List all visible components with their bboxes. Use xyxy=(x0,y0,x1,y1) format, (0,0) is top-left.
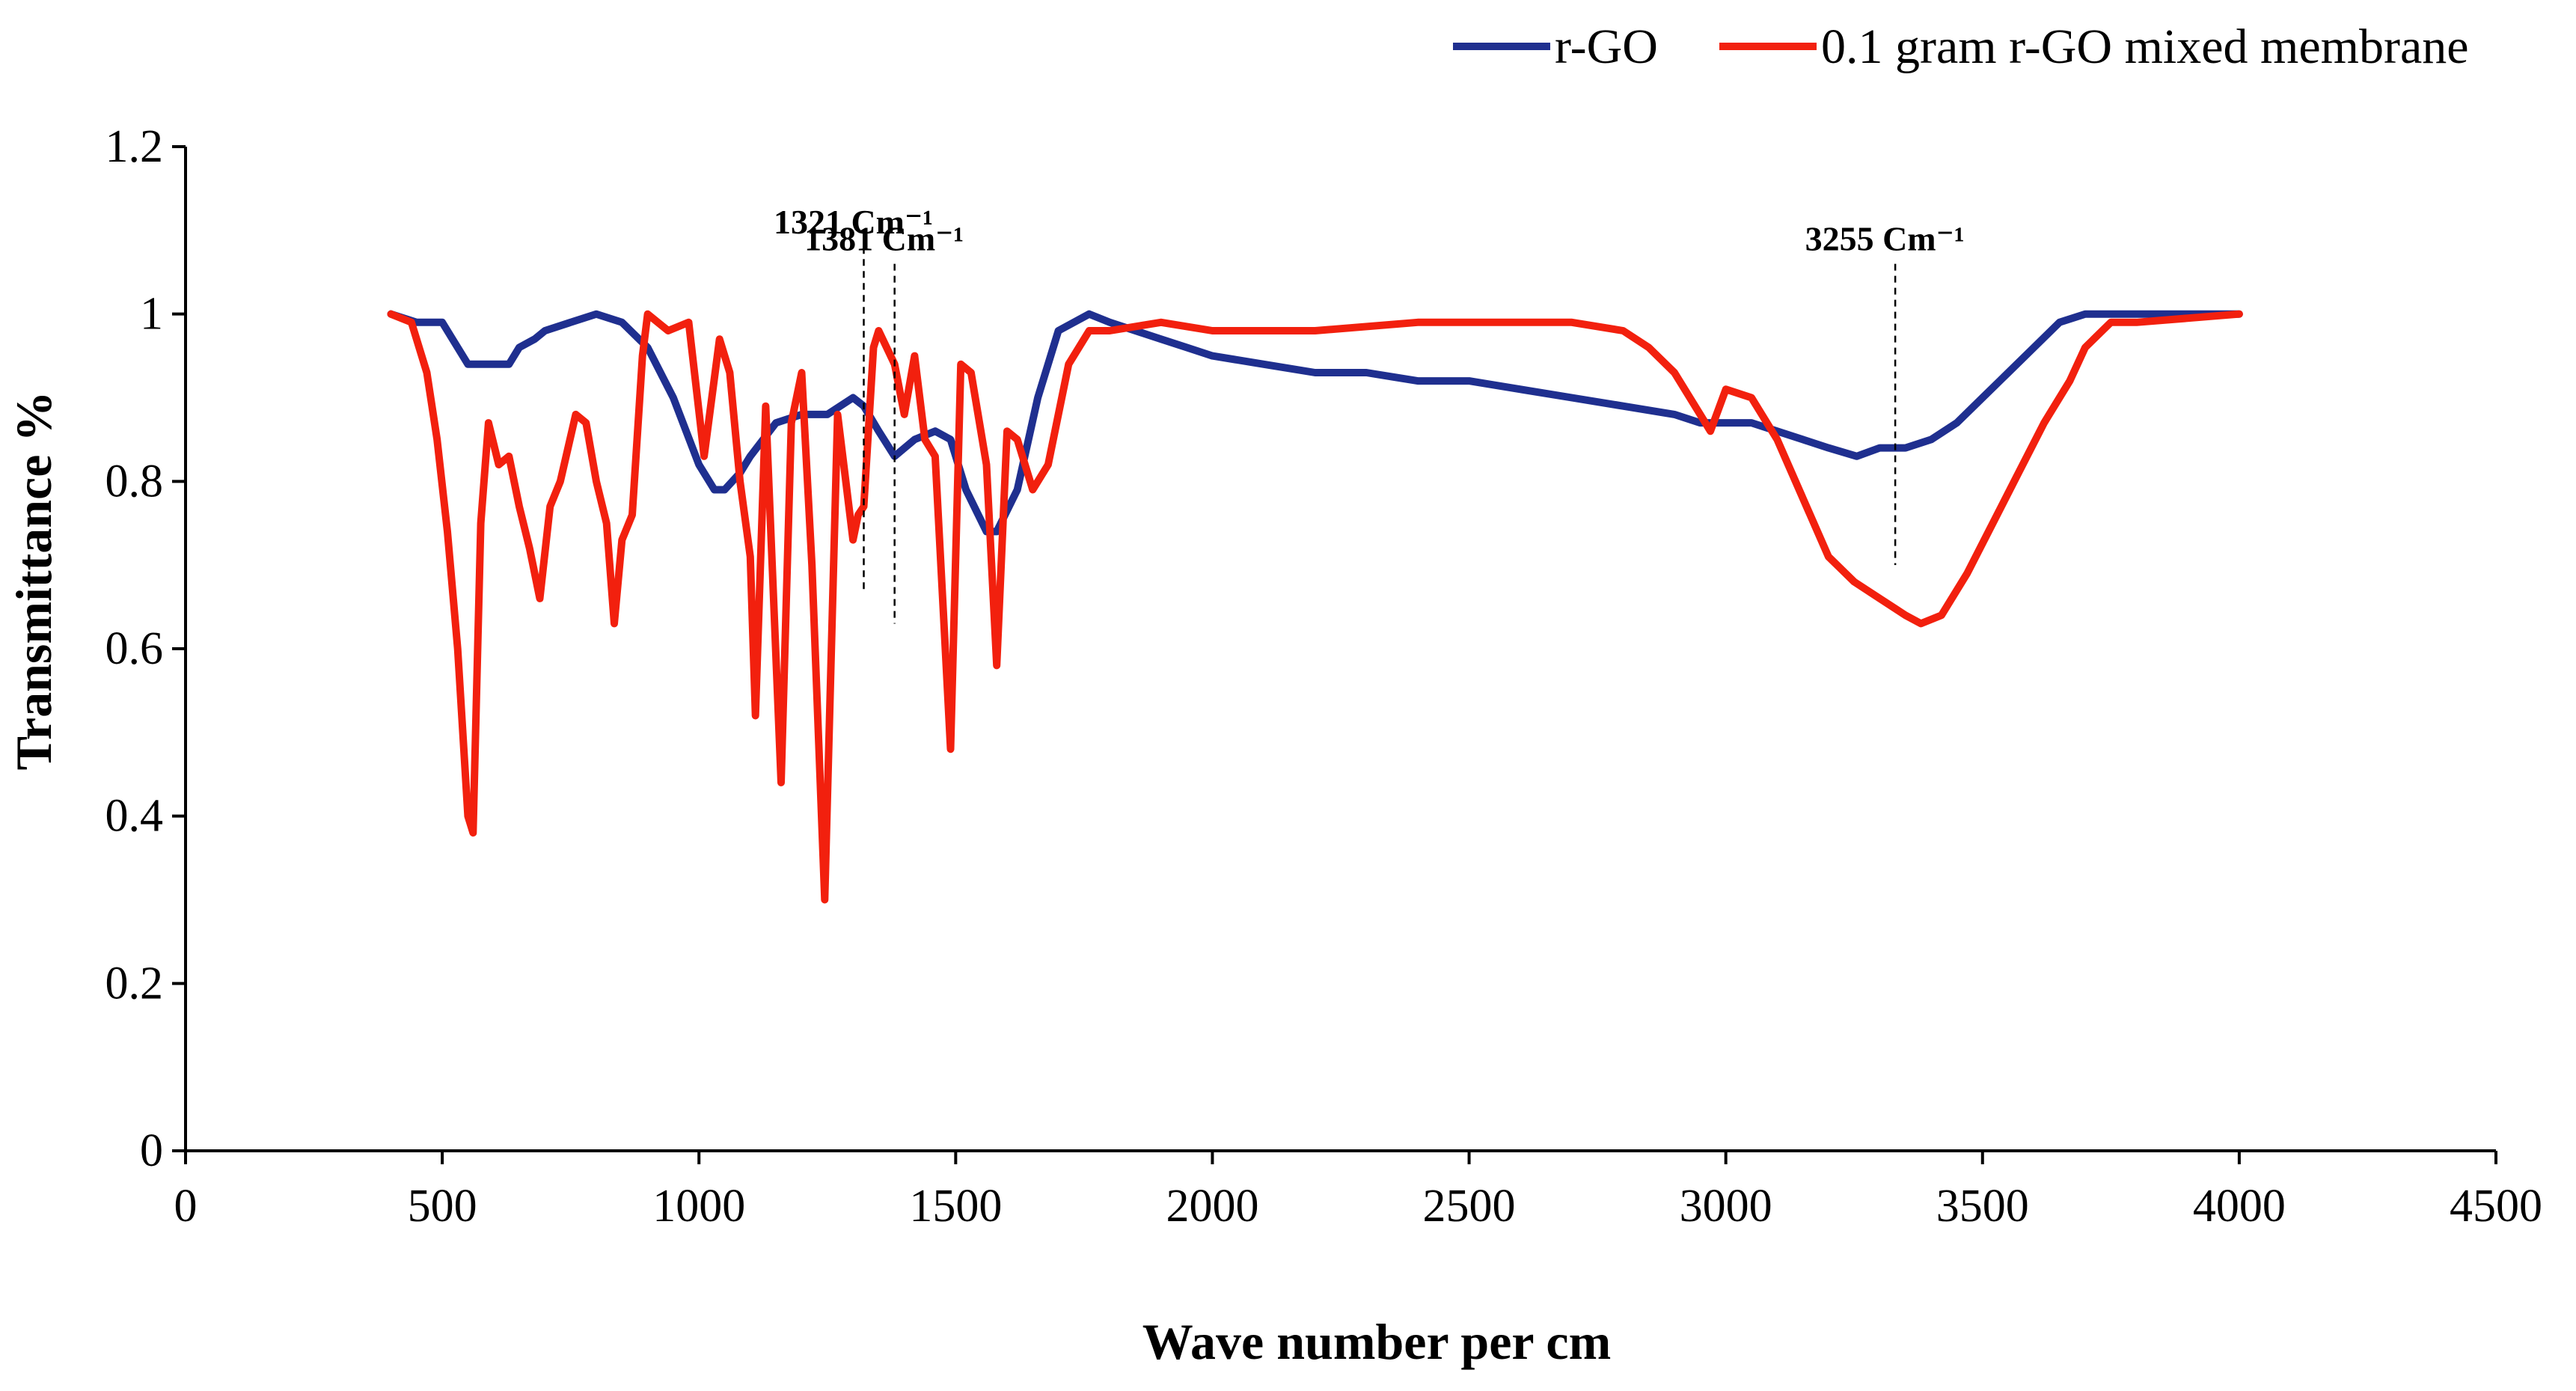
annotation-label: 3255 Cm⁻¹ xyxy=(1805,220,1965,258)
x-tick-label: 2000 xyxy=(1166,1181,1258,1232)
y-tick-label: 0.2 xyxy=(105,958,164,1009)
series-lines xyxy=(387,310,2243,904)
y-tick-label: 1 xyxy=(140,289,163,340)
x-tick-label: 500 xyxy=(408,1181,477,1232)
x-tick-label: 4000 xyxy=(2193,1181,2286,1232)
x-ticks: 0 500 1000 1500 2000 2500 3000 3500 4000 4500 xyxy=(174,1151,2542,1232)
x-tick-label: 0 xyxy=(174,1181,198,1232)
annotation-label: 1381 Cm⁻¹ xyxy=(804,220,964,258)
x-tick-label: 3500 xyxy=(1936,1181,2029,1232)
series-line-rgo xyxy=(387,310,2243,536)
x-axis-title: Wave number per cm xyxy=(1142,1313,1611,1370)
x-tick-label: 1500 xyxy=(909,1181,1002,1232)
y-tick-label: 0.4 xyxy=(105,791,164,842)
annotation-label: 1321 Cm⁻¹ xyxy=(774,203,933,241)
legend-label-membrane: 0.1 gram r-GO mixed membrane xyxy=(1821,19,2469,74)
y-axis-title: Transmittance % xyxy=(5,391,62,771)
y-tick-label: 0.6 xyxy=(105,623,164,674)
axes xyxy=(184,147,2496,1152)
y-tick-label: 0.8 xyxy=(105,456,164,507)
legend: r-GO 0.1 gram r-GO mixed membrane xyxy=(1453,19,2469,74)
y-tick-label: 0 xyxy=(140,1125,163,1176)
y-tick-label: 1.2 xyxy=(105,121,164,172)
series-line-membrane xyxy=(387,310,2243,904)
x-tick-label: 2500 xyxy=(1423,1181,1516,1232)
legend-label-rgo: r-GO xyxy=(1555,19,1658,74)
y-ticks: 0 0.2 0.4 0.6 0.8 1 1.2 xyxy=(105,121,186,1176)
x-tick-label: 1000 xyxy=(652,1181,745,1232)
x-tick-label: 4500 xyxy=(2450,1181,2542,1232)
x-tick-label: 3000 xyxy=(1680,1181,1772,1232)
